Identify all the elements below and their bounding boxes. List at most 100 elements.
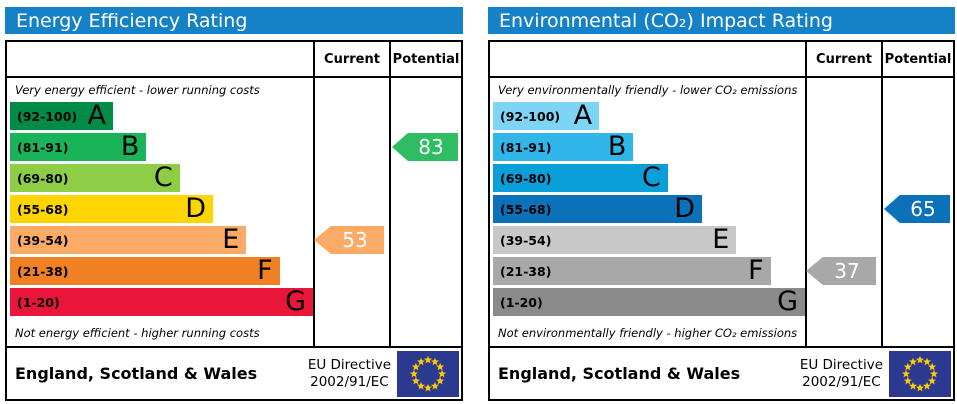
band-letter: G [285,286,306,317]
environmental-impact-header: Environmental (CO₂) Impact Rating [488,7,955,34]
band-bar-f: (21-38) F [493,257,771,285]
band-row-d: (55-68) D [493,195,805,223]
band-bar-a: (92-100) A [493,100,600,131]
band-row-a: (92-100) A [10,102,313,130]
band-letter: G [777,286,798,317]
band-row-d: (55-68) D [10,195,313,223]
band-bar-d: (55-68) D [493,193,703,224]
region-label: England, Scotland & Wales [15,364,258,383]
bands-column: Very energy efficient - lower running co… [7,78,313,346]
top-label: Very environmentally friendly - lower CO… [498,83,798,97]
column-header-spacer [7,42,313,76]
band-letter: C [153,162,173,193]
band-range: (55-68) [17,201,69,217]
potential-rating-arrow: 83 [392,133,458,161]
band-bar-f: (21-38) F [10,257,280,285]
band-range: (69-80) [17,170,69,186]
energy-efficiency-title: Energy Efficiency Rating [16,9,248,32]
band-bar-b: (81-91) B [10,133,147,161]
potential-column-header: Potential [389,42,461,76]
band-range: (21-38) [500,263,552,279]
band-bar-g: (1-20) G [10,288,313,316]
band-letter: C [641,162,661,193]
chart-footer: England, Scotland & Wales EU Directive 2… [490,348,953,399]
eu-flag-icon [397,350,459,397]
current-rating-arrow: 37 [806,257,876,285]
column-header-row: Current Potential [490,42,953,78]
eu-directive-line2: 2002/91/EC [802,373,881,390]
potential-rating-value: 65 [910,197,936,221]
band-letter: A [573,100,593,131]
current-column-header: Current [805,42,881,76]
chart-body: Very energy efficient - lower running co… [7,78,461,348]
band-range: (81-91) [17,139,69,155]
bands: (92-100) A (81-91) B (69-80) C (55-68) D (39-54)… [493,102,805,319]
environmental-impact-panel: Environmental (CO₂) Impact Rating Curren… [488,7,955,404]
band-row-b: (81-91) B [10,133,313,161]
current-rating-value: 37 [834,259,860,283]
band-row-g: (1-20) G [10,288,313,316]
chart-footer: England, Scotland & Wales EU Directive 2… [7,348,461,399]
band-bar-d: (55-68) D [10,195,213,223]
energy-efficiency-header: Energy Efficiency Rating [5,7,463,34]
band-bar-e: (39-54) E [10,224,247,255]
top-label: Very energy efficient - lower running co… [15,83,260,97]
band-range: (92-100) [17,108,78,124]
band-row-g: (1-20) G [493,288,805,316]
band-letter: E [222,224,240,255]
potential-column [389,78,461,346]
band-bar-e: (39-54) E [493,224,737,255]
band-row-c: (69-80) C [493,164,805,192]
current-column [313,78,389,346]
band-range: (1-20) [500,294,543,310]
column-header-spacer [490,42,805,76]
band-bar-c: (69-80) C [493,164,668,192]
potential-rating-arrow: 65 [884,195,950,223]
bottom-label: Not environmentally friendly - higher CO… [498,325,798,340]
band-letter: F [748,255,764,286]
band-row-f: (21-38) F [10,257,313,285]
band-bar-b: (81-91) B [493,131,634,162]
band-row-f: (21-38) F [493,257,805,285]
band-bar-c: (69-80) C [10,164,180,192]
band-range: (69-80) [500,170,552,186]
energy-efficiency-chart-frame: Current Potential Very energy efficient … [5,40,463,401]
band-range: (21-38) [17,263,69,279]
current-column [805,78,881,346]
energy-efficiency-panel: Energy Efficiency Rating Current Potenti… [5,7,463,404]
band-letter: E [712,224,730,255]
current-rating-arrow: 53 [314,226,384,254]
band-bar-g: (1-20) G [493,288,805,316]
band-range: (55-68) [500,201,552,217]
band-letter: B [607,131,627,162]
band-range: (1-20) [17,294,60,310]
band-row-b: (81-91) B [493,133,805,161]
potential-column [881,78,953,346]
band-row-a: (92-100) A [493,102,805,130]
band-row-e: (39-54) E [10,226,313,254]
bands: (92-100) A (81-91) B (69-80) C (55-68) D (39-54)… [10,102,313,319]
eu-flag-icon [889,350,951,397]
band-letter: F [257,255,273,286]
eu-directive-label: EU Directive 2002/91/EC [800,357,883,389]
eu-directive-label: EU Directive 2002/91/EC [308,357,391,389]
bands-column: Very environmentally friendly - lower CO… [490,78,805,346]
chart-body: Very environmentally friendly - lower CO… [490,78,953,348]
band-range: (39-54) [17,232,69,248]
environmental-impact-chart-frame: Current Potential Very environmentally f… [488,40,955,401]
current-column-header: Current [313,42,389,76]
eu-directive-line1: EU Directive [799,357,883,374]
potential-column-header: Potential [881,42,953,76]
current-rating-value: 53 [342,228,368,252]
potential-rating-value: 83 [418,135,444,159]
column-header-row: Current Potential [7,42,461,78]
band-row-c: (69-80) C [10,164,313,192]
region-label: England, Scotland & Wales [498,364,741,383]
bottom-label: Not energy efficient - higher running co… [15,325,260,340]
band-range: (92-100) [500,108,561,124]
band-letter: D [674,193,696,224]
band-range: (81-91) [500,139,552,155]
eu-directive-line2: 2002/91/EC [310,373,389,390]
band-letter: A [87,100,107,131]
